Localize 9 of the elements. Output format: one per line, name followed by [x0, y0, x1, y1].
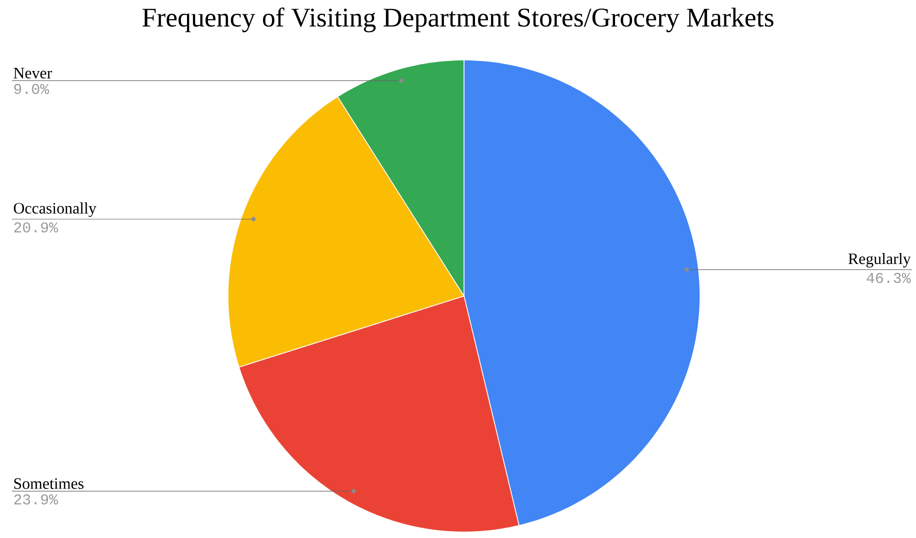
data-label: 23.9% [14, 494, 58, 504]
slice-label: Regularly [848, 252, 911, 268]
chart-title: Frequency of Visiting Department Stores/Grocery Markets [142, 8, 774, 32]
slice-label: Sometimes [14, 478, 84, 489]
slice-label: Occasionally [14, 202, 96, 217]
data-label: 20.9% [14, 222, 58, 232]
data-label: 46.3% [866, 272, 911, 283]
slice-label: Never [14, 68, 52, 78]
data-label: 9.0% [14, 84, 50, 94]
